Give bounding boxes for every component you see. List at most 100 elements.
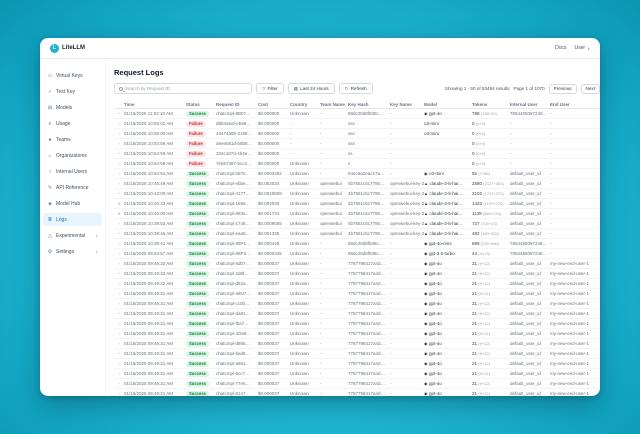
brand[interactable]: L LiteLLM [50, 43, 85, 53]
row-expand-icon[interactable]: › [118, 251, 120, 256]
cell-request-id[interactable]: chatcmpl-cc0b… [216, 301, 250, 306]
row-expand-icon[interactable]: › [118, 351, 120, 356]
table-row[interactable]: › 01/15/2025 09:49:31 AM Success chatcmpl-c… [114, 299, 600, 309]
time-range-button[interactable]: ▦ Last 24 Hours [287, 83, 335, 94]
table-row[interactable]: › 01/15/2025 09:49:31 AM Success chatcmpl-4… [114, 329, 600, 339]
cell-request-id[interactable]: chatcmpl-4Oe8… [216, 331, 252, 336]
cell-request-id[interactable]: chatcmpl-a8N7… [216, 291, 251, 296]
row-expand-icon[interactable]: › [118, 121, 120, 126]
table-row[interactable]: › 01/15/2025 10:39:53 AM Success chatcmpl-1… [114, 219, 600, 229]
row-expand-icon[interactable]: › [118, 261, 120, 266]
row-expand-icon[interactable]: › [118, 191, 120, 196]
cell-request-id[interactable]: chatcmpl-6ed8… [216, 351, 251, 356]
table-row[interactable]: › 01/15/2025 10:39:46 AM Success chatcmpl-e… [114, 229, 600, 239]
table-row[interactable]: › 01/15/2025 09:49:31 AM Success chatcmpl-8… [114, 389, 600, 396]
table-row[interactable]: › 01/15/2025 10:43:00 AM Success chatcmpl-4… [114, 189, 600, 199]
table-row[interactable]: › 01/15/2025 09:49:32 AM Success chatcmpl-2… [114, 269, 600, 279]
row-expand-icon[interactable]: › [118, 381, 120, 386]
table-row[interactable]: › 01/15/2025 09:53:57 AM Success chatcmpl-8… [114, 249, 600, 259]
cell-request-id[interactable]: chatcmpl-a891… [216, 361, 251, 366]
row-collapse-icon[interactable]: ∨ [117, 200, 121, 206]
row-expand-icon[interactable]: › [118, 161, 120, 166]
row-expand-icon[interactable]: › [118, 131, 120, 136]
sidebar-item-internal-users[interactable]: ○ Internal Users [43, 165, 102, 178]
table-row[interactable]: › 01/15/2025 10:54:58 AM Failure 7eb67387-b… [114, 159, 600, 169]
table-row[interactable]: › 01/15/2025 09:49:31 AM Success chatcmpl-f… [114, 319, 600, 329]
refresh-button[interactable]: ↻ Refresh [338, 83, 373, 94]
table-row[interactable]: › 01/15/2025 09:49:31 AM Success chatcmpl-a… [114, 289, 600, 299]
sidebar-item-logs[interactable]: ≣ Logs [43, 213, 102, 226]
cell-request-id[interactable]: chatcmpl-eaa6… [216, 231, 251, 236]
search-input[interactable]: Search by Request ID [114, 83, 252, 94]
cell-request-id[interactable]: chatcmpl-ebbe… [216, 181, 251, 186]
cell-request-id[interactable]: chatcmpl-da81… [216, 311, 251, 316]
cell-request-id[interactable]: chatcmpl-b87e… [216, 171, 251, 176]
row-expand-icon[interactable]: › [118, 361, 120, 366]
cell-request-id[interactable]: chatcmpl-1858… [216, 201, 251, 206]
sidebar-item-test-key[interactable]: ✓ Test Key [43, 85, 102, 98]
cell-request-id[interactable]: 334c187d-4b4e… [216, 151, 252, 156]
sidebar-item-settings[interactable]: ⚙ Settings ∨ [43, 245, 102, 258]
row-expand-icon[interactable]: › [118, 311, 120, 316]
table-row[interactable]: › 01/15/2025 09:49:32 AM Success chatcmpl-6… [114, 259, 600, 269]
cell-request-id[interactable]: d8b4a5af-eb98… [216, 121, 251, 126]
cell-request-id[interactable]: chatcmpl-883a… [216, 211, 251, 216]
table-row[interactable]: ∨ 01/15/2025 10:40:00 AM Success chatcmpl-8… [114, 209, 600, 219]
row-expand-icon[interactable]: › [118, 341, 120, 346]
cell-request-id[interactable]: chatcmpl-88P3… [216, 251, 251, 256]
row-expand-icon[interactable]: › [118, 271, 120, 276]
table-row[interactable]: › 01/15/2025 09:49:31 AM Success chatcmpl-d… [114, 339, 600, 349]
table-row[interactable]: › 01/15/2025 10:55:00 AM Failure 43474a9b-3… [114, 129, 600, 139]
table-row[interactable]: › 01/15/2025 10:54:54 AM Success chatcmpl-b… [114, 169, 600, 179]
row-expand-icon[interactable]: › [118, 221, 120, 226]
cell-request-id[interactable]: chatcmpl-8147… [216, 391, 251, 396]
cell-request-id[interactable]: chatcmpl-d52a… [216, 281, 251, 286]
table-row[interactable]: › 01/15/2025 10:55:02 AM Failure d8b4a5af-e… [114, 119, 600, 129]
cell-request-id[interactable]: chatcmpl-6db7… [216, 261, 251, 266]
cell-request-id[interactable]: chatcmpl-2d8f… [216, 271, 249, 276]
sidebar-item-teams[interactable]: ● Teams [43, 133, 102, 146]
row-expand-icon[interactable]: › [118, 291, 120, 296]
user-menu[interactable]: User ∨ [575, 45, 591, 51]
table-row[interactable]: › 01/15/2025 09:49:31 AM Success chatcmpl-6… [114, 369, 600, 379]
table-row[interactable]: › 01/15/2025 10:54:59 AM Failure 334c187d-4… [114, 149, 600, 159]
row-collapse-icon[interactable]: ∨ [117, 210, 121, 216]
cell-request-id[interactable]: chatcmpl-f5a7… [216, 321, 249, 326]
sidebar-item-api-reference[interactable]: ✎ API Reference [43, 181, 102, 194]
cell-request-id[interactable]: 7eb67387-bcc2… [216, 161, 252, 166]
row-expand-icon[interactable]: › [118, 301, 120, 306]
table-row[interactable]: ∨ 01/15/2025 10:40:33 AM Success chatcmpl-1… [114, 199, 600, 209]
previous-page-button[interactable]: Previous [548, 83, 577, 94]
table-row[interactable]: › 01/15/2025 10:45:49 AM Success chatcmpl-e… [114, 179, 600, 189]
row-expand-icon[interactable]: › [118, 141, 120, 146]
table-row[interactable]: › 01/15/2025 09:49:32 AM Success chatcmpl-d… [114, 279, 600, 289]
cell-request-id[interactable]: chatcmpl-88P1… [216, 241, 251, 246]
row-expand-icon[interactable]: › [118, 231, 120, 236]
row-expand-icon[interactable]: › [118, 241, 120, 246]
sidebar-item-model-hub[interactable]: ◈ Model Hub [43, 197, 102, 210]
cell-request-id[interactable]: a9eeb81d-b8b8… [216, 141, 253, 146]
table-row[interactable]: › 01/15/2025 09:49:31 AM Success chatcmpl-a… [114, 359, 600, 369]
sidebar-item-models[interactable]: ⊞ Models [43, 101, 102, 114]
table-row[interactable]: › 01/15/2025 10:54:59 AM Failure a9eeb81d-b… [114, 139, 600, 149]
sidebar-item-usage[interactable]: ≡ Usage [43, 117, 102, 130]
row-expand-icon[interactable]: › [118, 181, 120, 186]
table-row[interactable]: › 01/15/2025 09:49:31 AM Success chatcmpl-6… [114, 349, 600, 359]
row-expand-icon[interactable]: › [118, 331, 120, 336]
row-expand-icon[interactable]: › [118, 171, 120, 176]
row-expand-icon[interactable]: › [118, 321, 120, 326]
table-row[interactable]: › 01/15/2025 09:49:31 AM Success chatcmpl-d… [114, 309, 600, 319]
row-expand-icon[interactable]: › [118, 371, 120, 376]
next-page-button[interactable]: Next [580, 83, 600, 94]
row-expand-icon[interactable]: › [118, 111, 120, 116]
cell-request-id[interactable]: chatcmpl-77e5… [216, 381, 251, 386]
sidebar-item-experimental[interactable]: △ Experimental ∨ [43, 229, 102, 242]
table-row[interactable]: › 01/15/2025 10:38:41 AM Success chatcmpl-8… [114, 239, 600, 249]
filter-button[interactable]: ▽ Filter [256, 83, 284, 94]
row-expand-icon[interactable]: › [118, 281, 120, 286]
row-expand-icon[interactable]: › [118, 151, 120, 156]
cell-request-id[interactable]: chatcmpl-8B07… [216, 111, 251, 116]
cell-request-id[interactable]: chatcmpl-6cc7… [216, 371, 250, 376]
sidebar-item-organizations[interactable]: ⌂ Organizations [43, 149, 102, 162]
cell-request-id[interactable]: 43474a9b-3188… [216, 131, 253, 136]
